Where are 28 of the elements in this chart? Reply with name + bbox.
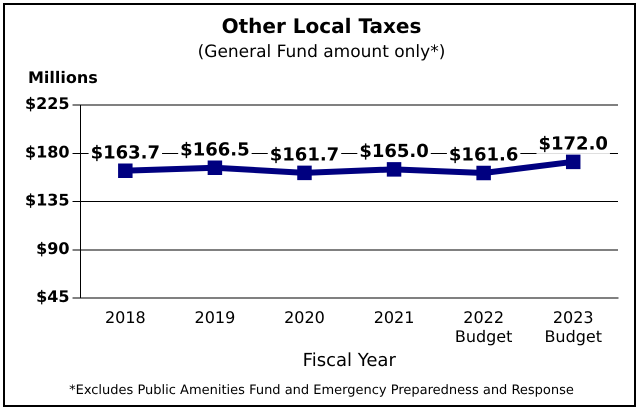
data-label: $165.0 (359, 141, 429, 162)
x-axis-title: Fiscal Year (302, 350, 396, 371)
chart-title: Other Local Taxes (220, 14, 422, 38)
y-tick-label: $45 (36, 287, 70, 306)
y-tick-label: $90 (36, 238, 70, 258)
data-label: $161.7 (270, 144, 340, 166)
x-tick-label: 2022 Budget (454, 308, 512, 346)
data-label: $172.0 (538, 134, 608, 154)
x-tick-label: 2019 (194, 308, 236, 327)
point (386, 162, 402, 177)
y-tick-label: $225 (25, 94, 70, 114)
y-tick-label: $135 (25, 190, 70, 210)
data-label: $161.6 (448, 144, 518, 166)
point (476, 166, 491, 180)
y-tick-label: $180 (25, 142, 70, 162)
point (208, 160, 222, 175)
x-tick-label: 2021 (374, 308, 414, 327)
point (297, 166, 312, 180)
chart-subtitle: (General Fund amount only*) (196, 42, 446, 62)
x-tick-label: 2023 Budget (544, 308, 602, 346)
y-axis-title: Millions (28, 68, 98, 87)
x-tick-label: 2018 (104, 308, 146, 327)
point (118, 163, 133, 178)
text: *Excludes Public Amenities Fund and Emergency Preparedness and Response (68, 383, 575, 398)
x-tick-label: 2020 (284, 308, 325, 327)
point (566, 154, 580, 170)
data-label: $166.5 (180, 139, 250, 160)
data-label: $163.7 (90, 142, 160, 164)
